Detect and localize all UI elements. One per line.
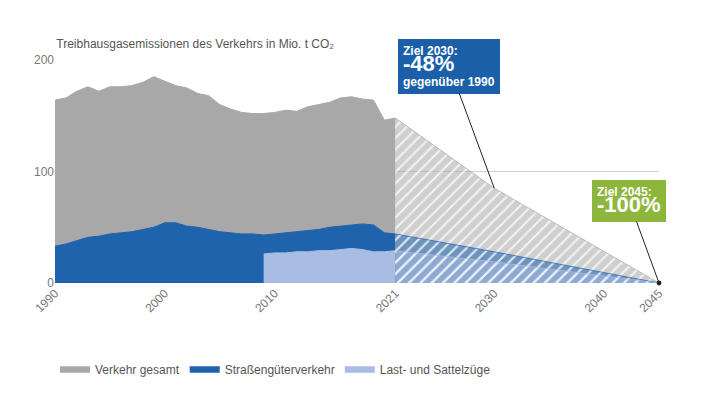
svg-text:1990: 1990: [33, 286, 62, 315]
svg-text:2045: 2045: [637, 286, 666, 315]
svg-text:Treibhausgasemissionen des Ver: Treibhausgasemissionen des Verkehrs in M…: [56, 37, 334, 51]
svg-text:2030: 2030: [472, 286, 501, 315]
svg-text:2040: 2040: [582, 286, 611, 315]
svg-text:2010: 2010: [252, 286, 281, 315]
svg-text:100: 100: [34, 165, 54, 179]
svg-text:0: 0: [47, 276, 54, 290]
svg-text:2021: 2021: [373, 286, 402, 315]
svg-text:Verkehr gesamt: Verkehr gesamt: [95, 363, 180, 377]
svg-text:2000: 2000: [142, 286, 171, 315]
svg-text:Straßengüterverkehr: Straßengüterverkehr: [225, 363, 335, 377]
svg-text:Ziel 2030:-48%gegenüber 1990: Ziel 2030:-48%gegenüber 1990: [403, 44, 495, 89]
svg-text:200: 200: [34, 53, 54, 67]
svg-text:Ziel 2045:-100%: Ziel 2045:-100%: [597, 185, 661, 217]
svg-text:Last- und Sattelzüge: Last- und Sattelzüge: [380, 363, 490, 377]
